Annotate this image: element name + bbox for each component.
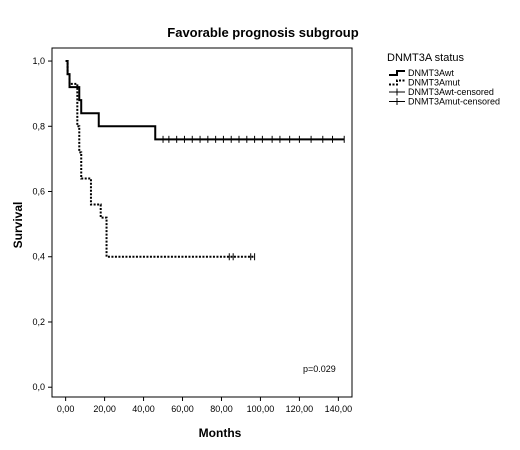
x-axis: 0,00 20,00 40,00 60,00 80,00 100,00 120,00 140,… [57, 397, 352, 414]
y-axis: 0,0 0,2 0,4 0,6 0,8 1,0 [32, 56, 52, 392]
y-tick-label: 0,0 [32, 382, 45, 392]
legend-entry-label: DNMT3Amut-censored [408, 97, 500, 107]
x-axis-label: Months [199, 426, 242, 440]
x-tick-label: 120,00 [286, 404, 314, 414]
series-line-DNMT3Awt [65, 60, 345, 141]
y-tick-label: 0,2 [32, 317, 45, 327]
plot-border [51, 47, 353, 398]
legend-symbol-mut [389, 79, 405, 86]
y-tick-label: 0,6 [32, 187, 45, 197]
x-tick-label: 60,00 [171, 404, 194, 414]
y-tick-label: 1,0 [32, 56, 45, 66]
y-axis-label: Survival [11, 202, 25, 249]
legend-entry-label: DNMT3Awt [408, 68, 454, 78]
plot-area [51, 47, 353, 398]
y-tick-label: 0,4 [32, 252, 45, 262]
x-tick-label: 80,00 [210, 404, 233, 414]
legend-symbol-wt [389, 70, 405, 76]
legend: DNMT3A status DNMT3AwtDNMT3AmutDNMT3Awt-… [387, 52, 500, 107]
series-layer [65, 60, 345, 261]
chart-title: Favorable prognosis subgroup [167, 25, 358, 40]
legend-entry-label: DNMT3Amut [408, 78, 461, 88]
legend-entry-label: DNMT3Awt-censored [408, 87, 494, 97]
x-tick-label: 100,00 [247, 404, 275, 414]
x-tick-label: 40,00 [132, 404, 155, 414]
x-tick-label: 20,00 [93, 404, 116, 414]
series-line-DNMT3Amut [65, 60, 255, 258]
p-value-annotation: p=0.029 [303, 364, 336, 374]
x-tick-label: 140,00 [325, 404, 353, 414]
legend-title: DNMT3A status [387, 52, 465, 64]
x-tick-label: 0,00 [57, 404, 75, 414]
y-tick-label: 0,8 [32, 121, 45, 131]
